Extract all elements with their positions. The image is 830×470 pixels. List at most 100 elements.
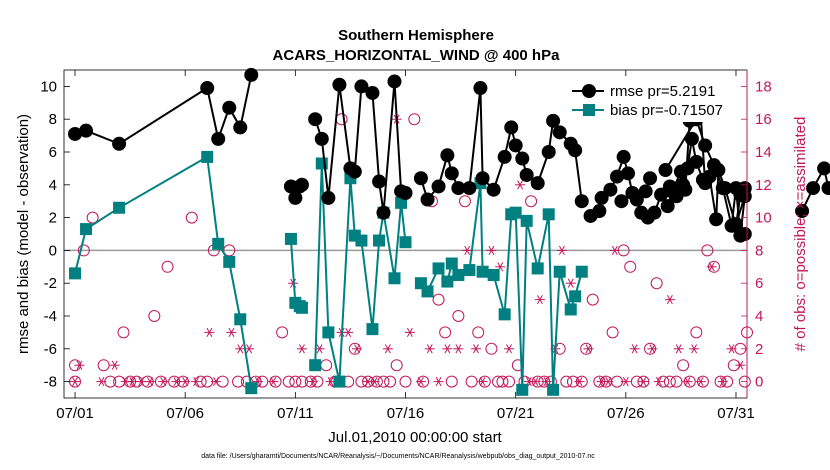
bias-point <box>445 257 458 270</box>
assimilated-obs-stroke <box>206 327 213 337</box>
bias-point <box>498 308 511 321</box>
x-tick-label: 07/06 <box>166 405 204 422</box>
x-tick-label: 07/26 <box>607 405 645 422</box>
assimilated-obs-stroke <box>558 245 565 255</box>
legend-box <box>578 80 738 122</box>
bias-point <box>531 262 544 275</box>
assimilated-obs-marker <box>144 377 155 387</box>
bias-point <box>564 303 577 316</box>
rmse-point <box>376 205 391 220</box>
rmse-point <box>211 131 226 146</box>
rmse-point <box>638 184 653 199</box>
assimilated-obs-stroke <box>371 377 378 387</box>
possible-obs-marker <box>624 260 637 273</box>
assimilated-obs-stroke <box>146 377 153 387</box>
assimilated-obs-stroke <box>640 377 647 387</box>
y-axis-right-label: # of obs: o=possible; ×=assimilated <box>792 117 809 352</box>
assimilated-obs-stroke <box>585 344 592 354</box>
possible-obs-marker <box>408 113 421 126</box>
possible-obs-marker <box>390 359 403 372</box>
assimilated-obs-marker <box>609 245 620 255</box>
rmse-point <box>706 158 721 173</box>
assimilated-obs-marker <box>486 245 497 255</box>
bias-point <box>516 383 529 396</box>
assimilated-obs-marker <box>369 377 380 387</box>
possible-obs-marker <box>701 244 714 257</box>
rmse-point <box>365 85 380 100</box>
possible-obs-marker <box>458 195 471 208</box>
assimilated-obs-marker <box>226 327 237 337</box>
assimilated-obs-stroke <box>649 344 656 354</box>
rmse-point <box>244 67 259 82</box>
rmse-point <box>795 204 810 219</box>
assimilated-obs-marker <box>307 377 318 387</box>
bias-point <box>452 269 465 281</box>
y-right-tick-label: 8 <box>755 242 763 259</box>
rmse-point <box>621 166 636 181</box>
rmse-point <box>610 169 625 184</box>
assimilated-obs-marker <box>706 262 717 272</box>
y-left-tick-label: 4 <box>49 177 57 194</box>
assimilated-obs-stroke <box>567 278 574 288</box>
assimilated-obs-marker <box>695 377 706 387</box>
assimilated-obs-stroke <box>576 377 583 387</box>
assimilated-obs-marker <box>382 344 393 354</box>
assimilated-obs-marker <box>556 245 567 255</box>
assimilated-obs-marker <box>404 327 415 337</box>
assimilated-obs-marker <box>180 377 191 387</box>
assimilated-obs-stroke <box>517 180 524 190</box>
rmse-point <box>806 181 821 196</box>
rmse-point <box>222 100 237 115</box>
possible-obs-marker <box>289 375 302 388</box>
assimilated-obs-marker <box>136 377 147 387</box>
bias-point <box>487 269 500 281</box>
possible-obs-marker <box>117 326 130 339</box>
assimilated-obs-marker <box>689 344 700 354</box>
assimilated-obs-stroke <box>655 377 662 387</box>
bias-point <box>399 236 412 249</box>
assimilated-obs-stroke <box>417 377 424 387</box>
rmse-point <box>519 167 534 182</box>
rmse-point <box>486 182 501 197</box>
rmse-point <box>444 166 459 181</box>
assimilated-obs-stroke <box>543 377 550 387</box>
possible-obs-marker <box>148 310 161 322</box>
bias-point <box>542 208 555 221</box>
assimilated-obs-stroke <box>354 344 360 354</box>
rmse-point <box>629 192 644 207</box>
assimilated-obs-stroke <box>76 360 83 370</box>
assimilated-obs-marker <box>352 344 363 354</box>
assimilated-obs-stroke <box>111 360 118 370</box>
legend-bias-label: bias pr=-0.71507 <box>610 102 723 119</box>
legend-rmse-marker <box>582 84 596 98</box>
y-right-tick-label: 4 <box>755 308 763 325</box>
data-file-footer: data file: /Users/gharamti/Documents/NCA… <box>201 453 595 460</box>
rmse-point <box>821 181 830 196</box>
assimilated-obs-marker <box>629 344 640 354</box>
rmse-point <box>504 120 519 135</box>
assimilated-obs-stroke <box>327 377 334 387</box>
rmse-point <box>475 171 490 186</box>
rmse-point <box>288 190 303 205</box>
possible-obs-marker <box>586 293 599 306</box>
bias-point <box>69 267 82 280</box>
assimilated-obs-marker <box>343 327 354 337</box>
bias-point <box>295 301 308 314</box>
y-right-tick-label: 2 <box>755 341 763 358</box>
rmse-point <box>431 179 446 194</box>
bias-point <box>212 237 225 250</box>
assimilated-obs-stroke <box>675 344 682 354</box>
rmse-point <box>654 187 669 202</box>
assimilated-obs-stroke <box>122 377 129 387</box>
possible-obs-marker <box>677 359 690 372</box>
rmse-point <box>728 181 743 196</box>
assimilated-obs-stroke <box>406 327 413 337</box>
assimilated-obs-stroke <box>479 377 486 387</box>
bias-line <box>420 183 583 390</box>
chart-title-line2: ACARS_HORIZONTAL_WIND @ 400 hPa <box>273 47 561 64</box>
y-right-tick-label: 14 <box>755 144 772 161</box>
rmse-point <box>546 113 561 128</box>
bias-point <box>569 290 582 303</box>
possible-obs-marker <box>485 342 498 355</box>
